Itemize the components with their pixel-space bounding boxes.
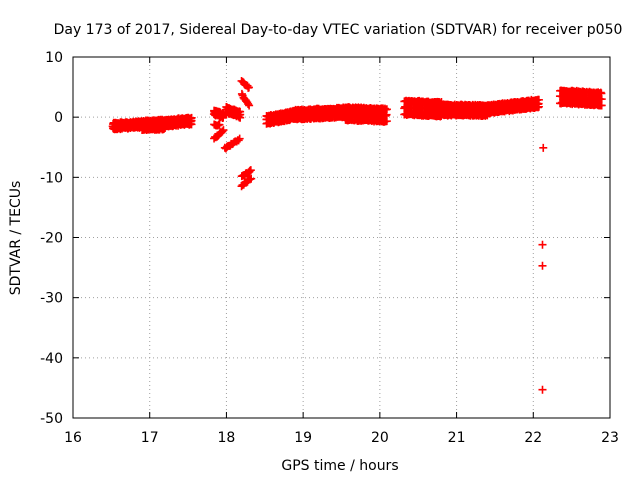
- x-tick-label: 17: [141, 430, 159, 446]
- data-points: [108, 76, 606, 394]
- data-point: [236, 107, 245, 116]
- data-point: [187, 113, 196, 122]
- y-tick-label: -50: [40, 411, 63, 427]
- y-tick-label: -30: [40, 291, 63, 307]
- data-point: [244, 99, 253, 108]
- y-tick-label: 0: [54, 110, 63, 126]
- x-tick-label: 22: [524, 430, 542, 446]
- x-axis: 16 17 18 19 20 21 22 23: [64, 57, 619, 446]
- data-point: [234, 136, 243, 145]
- chart-title: Day 173 of 2017, Sidereal Day-to-day VTE…: [54, 22, 623, 38]
- data-point: [597, 89, 606, 98]
- y-tick-label: -10: [40, 170, 63, 186]
- data-point: [538, 240, 547, 249]
- x-tick-label: 21: [448, 430, 466, 446]
- data-point: [245, 101, 254, 110]
- x-axis-label: GPS time / hours: [281, 458, 398, 474]
- y-tick-label: 10: [45, 50, 63, 66]
- data-point: [219, 126, 228, 135]
- x-tick-label: 16: [64, 430, 82, 446]
- data-point: [244, 83, 253, 92]
- x-tick-label: 18: [218, 430, 236, 446]
- data-point: [246, 166, 255, 175]
- y-tick-label: -40: [40, 351, 63, 367]
- data-point: [534, 95, 543, 104]
- y-axis-label: SDTVAR / TECUs: [8, 181, 24, 296]
- data-point: [218, 127, 227, 136]
- plot-frame: [72, 56, 611, 419]
- x-tick-label: 23: [601, 430, 619, 446]
- data-point: [235, 134, 244, 143]
- data-point: [247, 174, 256, 183]
- data-point: [539, 143, 548, 152]
- data-point: [382, 105, 391, 114]
- y-tick-label: -20: [40, 231, 63, 247]
- data-point: [215, 120, 224, 129]
- y-axis: 10 0 -10 -20 -30 -40 -50: [40, 50, 610, 427]
- data-point: [538, 261, 547, 270]
- data-point: [538, 385, 547, 394]
- x-tick-label: 19: [294, 430, 312, 446]
- x-tick-label: 20: [371, 430, 389, 446]
